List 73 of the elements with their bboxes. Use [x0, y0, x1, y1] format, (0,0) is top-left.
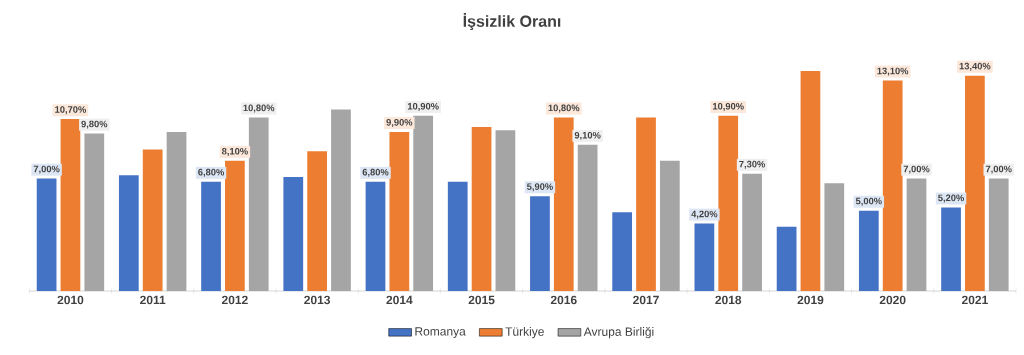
- bar: [530, 196, 550, 291]
- bar: [84, 133, 105, 291]
- data-label: 8,10%: [221, 147, 248, 156]
- bar: [389, 131, 410, 291]
- data-label: 10,90%: [407, 102, 439, 111]
- x-tick-label: 2015: [468, 295, 495, 305]
- data-label: 10,90%: [712, 102, 744, 111]
- bar: [718, 115, 739, 291]
- bar: [659, 160, 680, 291]
- data-label: 6,80%: [198, 168, 225, 177]
- data-label: 13,40%: [959, 62, 991, 71]
- chart-title: İşsizlik Oranı: [463, 13, 561, 31]
- bar: [882, 80, 903, 291]
- bar: [142, 149, 163, 291]
- bar: [365, 181, 386, 291]
- bar: [858, 210, 879, 291]
- data-label: 7,00%: [33, 165, 60, 174]
- data-label: 4,20%: [691, 210, 718, 219]
- data-label: 5,20%: [938, 194, 965, 203]
- bar: [636, 117, 656, 291]
- bar: [965, 75, 985, 291]
- bar: [201, 181, 221, 291]
- data-label: 10,80%: [243, 104, 275, 113]
- bar: [413, 115, 434, 291]
- x-tick-label: 2013: [304, 295, 331, 305]
- x-tick-label: 2016: [550, 295, 577, 305]
- bar: [248, 117, 269, 291]
- data-label: 7,30%: [739, 160, 766, 169]
- data-label: 10,70%: [55, 106, 87, 115]
- data-label: 9,90%: [386, 119, 413, 127]
- x-tick-label: 2017: [633, 295, 659, 305]
- bar: [553, 117, 574, 291]
- bar: [824, 183, 845, 291]
- bar: [800, 70, 821, 291]
- x-tick-label: 2021: [961, 295, 988, 305]
- x-tick-label: 2019: [797, 295, 824, 305]
- x-tick-label: 2020: [879, 295, 906, 305]
- x-tick-label: 2018: [715, 295, 742, 305]
- bar: [988, 178, 1009, 291]
- data-label: 5,90%: [527, 183, 553, 192]
- data-label: 7,00%: [903, 165, 930, 174]
- bar: [776, 226, 797, 291]
- bar: [471, 127, 492, 291]
- bar: [906, 178, 927, 291]
- data-label: 10,80%: [548, 104, 580, 113]
- bar: [577, 144, 598, 291]
- bar: [60, 119, 81, 291]
- bar: [941, 207, 961, 291]
- bar: [612, 212, 633, 291]
- data-label: 9,80%: [81, 120, 108, 129]
- x-tick-label: 2011: [140, 295, 166, 305]
- x-tick-label: 2014: [386, 295, 413, 305]
- bar: [447, 181, 468, 291]
- legend-label: Türkiye: [505, 327, 544, 339]
- bar: [742, 173, 762, 291]
- bar: [283, 176, 304, 291]
- bar: [118, 175, 139, 291]
- bar: [225, 160, 245, 291]
- bar: [694, 223, 715, 291]
- x-tick-label: 2012: [221, 295, 248, 305]
- bar: [331, 109, 351, 291]
- data-label: 9,10%: [574, 131, 601, 140]
- bar: [166, 131, 187, 291]
- legend-label: Avrupa Birliği: [583, 326, 654, 339]
- data-label: 13,10%: [877, 67, 909, 76]
- bar: [36, 178, 57, 291]
- x-tick-label: 2010: [57, 295, 84, 305]
- data-label: 7,00%: [985, 165, 1012, 174]
- data-label: 6,80%: [362, 168, 389, 177]
- bar: [495, 130, 516, 291]
- bar: [307, 151, 327, 291]
- data-label: 5,00%: [855, 197, 882, 206]
- legend-label: Romanya: [415, 327, 466, 338]
